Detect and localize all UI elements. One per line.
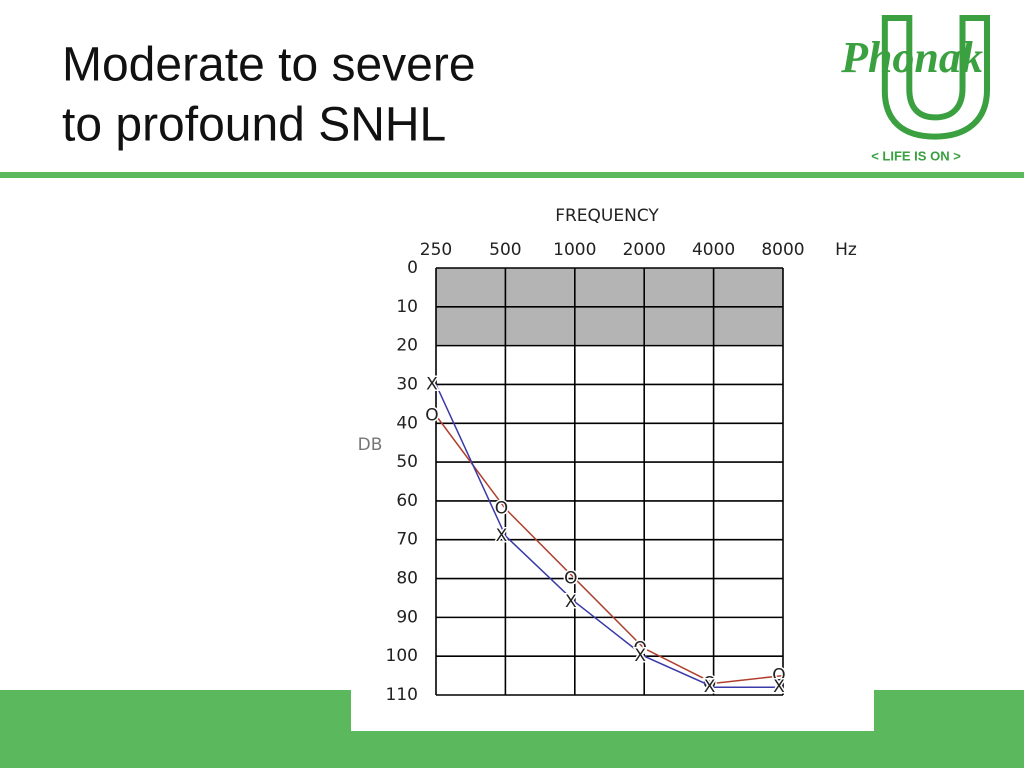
y-tick-label: 90: [396, 607, 418, 627]
series-marker: O: [772, 666, 785, 686]
logo: U Phonak < LIFE IS ON >: [840, 0, 1000, 175]
logo-tagline: < LIFE IS ON >: [871, 148, 961, 163]
series-marker: X: [704, 677, 716, 697]
y-tick-label: 50: [396, 452, 418, 472]
x-tick-label: 500: [489, 240, 521, 260]
series-marker: O: [425, 406, 438, 426]
series-marker: O: [703, 673, 716, 693]
y-tick-label: 10: [396, 297, 418, 317]
x-axis-title: FREQUENCY: [555, 206, 659, 226]
slide-title: Moderate to severe: [62, 39, 476, 92]
x-tick-label: 8000: [761, 240, 804, 260]
logo-letter: U: [875, 0, 998, 172]
y-tick-label: 30: [396, 374, 418, 394]
y-tick-label: 100: [386, 646, 418, 666]
y-axis-title: DB: [358, 435, 383, 455]
x-unit: Hz: [835, 240, 857, 260]
series-marker: O: [634, 638, 647, 658]
audiogram: FREQUENCY Hz DB 0 10 20 30 40 50 60 70 80 90 100 11…: [358, 206, 857, 705]
y-tick-label: 70: [396, 530, 418, 550]
y-tick-label: 60: [396, 491, 418, 511]
series-marker: O: [564, 569, 577, 589]
y-tick-label: 80: [396, 569, 418, 589]
series-marker: X: [634, 646, 646, 666]
x-tick-label: 2000: [623, 240, 666, 260]
y-tick-label: 40: [396, 413, 418, 433]
y-tick-label: 110: [386, 685, 418, 705]
series-marker: X: [773, 677, 785, 697]
x-tick-label: 1000: [553, 240, 596, 260]
series-marker: X: [565, 592, 577, 612]
series-marker: O: [495, 499, 508, 519]
logo-brand: Phonak: [840, 33, 983, 82]
x-tick-label: 250: [420, 240, 452, 260]
series-line: [435, 384, 783, 688]
series-marker: X: [426, 374, 438, 394]
y-tick-label: 0: [407, 258, 418, 278]
series-line: [435, 415, 784, 685]
y-tick-label: 20: [396, 336, 418, 356]
x-tick-label: 4000: [692, 240, 735, 260]
series-marker: X: [496, 526, 508, 546]
slide-title: to profound SNHL: [62, 99, 446, 152]
header-rule: [0, 172, 1024, 178]
